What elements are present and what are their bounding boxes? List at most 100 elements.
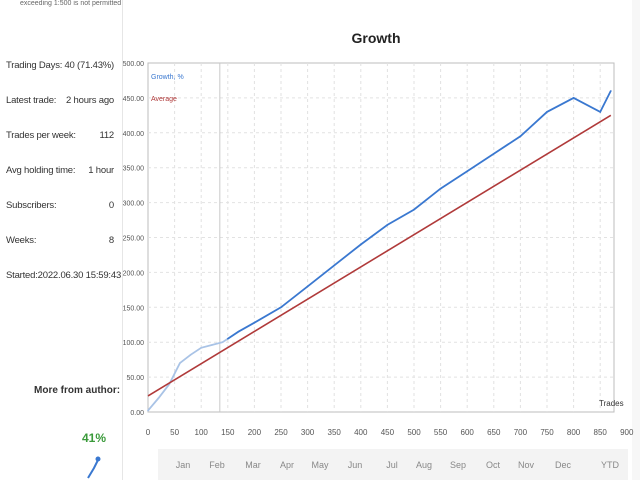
month-label: Jul — [386, 460, 398, 470]
stat-label: Avg holding time: — [6, 165, 76, 176]
x-tick-label: 450 — [381, 428, 395, 437]
growth-point — [333, 264, 336, 267]
growth-point — [519, 135, 522, 138]
stat-value: 2022.06.30 15:59:43 — [37, 270, 122, 281]
growth-point — [189, 353, 192, 356]
month-label: Dec — [555, 460, 572, 470]
legend-average: Average — [151, 96, 177, 103]
y-tick-label: 400.00 — [123, 131, 145, 138]
x-tick-label: 250 — [274, 428, 288, 437]
growth-point — [360, 243, 362, 246]
month-label: May — [311, 460, 329, 470]
x-tick-label: 350 — [328, 428, 342, 437]
growth-point — [200, 346, 202, 349]
chart-title: Growth — [351, 30, 401, 46]
stat-label: Trades per week: — [6, 130, 76, 141]
growth-point — [211, 344, 213, 346]
x-tick-label: 550 — [434, 428, 448, 437]
x-tick-label: 600 — [461, 428, 475, 437]
x-tick-label: 150 — [221, 428, 235, 437]
month-label: Apr — [280, 460, 294, 470]
stat-label: Trading Days: — [6, 60, 63, 71]
x-tick-label: 50 — [170, 428, 179, 437]
growth-point — [386, 224, 389, 226]
growth-point — [221, 341, 224, 344]
y-tick-label: 150.00 — [123, 305, 145, 312]
x-tick-label: 700 — [514, 428, 528, 437]
more-from-author-title: More from author: — [34, 385, 121, 396]
month-label: Feb — [209, 460, 225, 470]
y-tick-label: 450.00 — [123, 96, 145, 103]
stat-label: Subscribers: — [6, 200, 57, 211]
months-bar — [158, 449, 628, 480]
stat-label: Latest trade: — [6, 95, 57, 106]
growth-point — [179, 362, 181, 364]
month-label: Oct — [486, 460, 501, 470]
x-axis-label: Trades — [599, 399, 624, 408]
legend-growth: Growth, % — [151, 74, 184, 81]
stat-row: Latest trade: 2 hours ago — [6, 95, 114, 109]
x-tick-label: 750 — [540, 428, 554, 437]
y-tick-label: 250.00 — [123, 236, 145, 243]
stat-row: Avg holding time: 1 hour — [6, 165, 114, 179]
y-tick-label: 500.00 — [123, 61, 145, 68]
stat-value: 8 — [108, 235, 114, 246]
growth-point — [147, 409, 149, 412]
month-label: Jan — [176, 460, 191, 470]
growth-point — [466, 170, 469, 172]
panel-divider — [122, 0, 123, 480]
average-line — [147, 114, 612, 397]
y-tick-label: 350.00 — [123, 166, 145, 173]
growth-point — [253, 321, 256, 324]
y-tick-label: 300.00 — [123, 201, 145, 208]
stat-value: 40 (71.43%) — [64, 60, 114, 71]
y-tick-label: 100.00 — [123, 340, 145, 347]
growth-point — [493, 152, 495, 155]
growth-point — [413, 208, 415, 211]
x-tick-label: 800 — [567, 428, 581, 437]
stat-row: Subscribers: 0 — [6, 200, 114, 214]
scrollbar-track[interactable] — [632, 0, 640, 480]
x-tick-label: 400 — [354, 428, 368, 437]
growth-point — [599, 111, 601, 113]
y-tick-label: 0.00 — [130, 410, 144, 417]
growth-point — [572, 97, 575, 99]
stat-row: Trading Days: 40 (71.43%) — [6, 60, 114, 74]
stat-label: Weeks: — [6, 235, 37, 246]
author-percent[interactable]: 41% — [82, 431, 107, 445]
x-tick-label: 100 — [195, 428, 209, 437]
month-label: Mar — [245, 460, 261, 470]
stat-value: 112 — [99, 130, 114, 141]
growth-point — [610, 90, 612, 92]
stats-panel: exceeding 1:500 is not permitted Trading… — [0, 0, 122, 480]
growth-point — [306, 285, 309, 288]
x-tick-label: 850 — [594, 428, 608, 437]
month-label: Nov — [518, 460, 535, 470]
growth-point — [237, 330, 240, 333]
growth-point — [227, 337, 229, 340]
x-tick-label: 0 — [146, 428, 151, 437]
growth-point — [157, 397, 160, 399]
stat-row: Started: 2022.06.30 15:59:43 — [6, 270, 121, 284]
stat-row: Trades per week: 112 — [6, 130, 114, 144]
stat-value: 0 — [108, 200, 114, 211]
x-tick-label: 300 — [301, 428, 315, 437]
month-label: Aug — [416, 460, 432, 470]
leverage-notice: exceeding 1:500 is not permitted — [20, 0, 122, 7]
x-tick-label: 650 — [487, 428, 501, 437]
x-tick-label: 500 — [407, 428, 421, 437]
y-tick-label: 200.00 — [123, 270, 145, 277]
stat-row: Weeks: 8 — [6, 235, 114, 249]
growth-point — [280, 306, 282, 309]
y-tick-label: 50.00 — [126, 375, 144, 382]
month-label: YTD — [601, 460, 620, 470]
stat-value: 1 hour — [88, 165, 114, 176]
growth-point — [546, 111, 548, 113]
stat-value: 2 hours ago — [66, 95, 114, 106]
stat-label: Started: — [6, 270, 38, 281]
x-tick-label: 900 — [620, 428, 634, 437]
x-tick-label: 200 — [248, 428, 262, 437]
month-label: Jun — [348, 460, 363, 470]
month-label: Sep — [450, 460, 466, 470]
